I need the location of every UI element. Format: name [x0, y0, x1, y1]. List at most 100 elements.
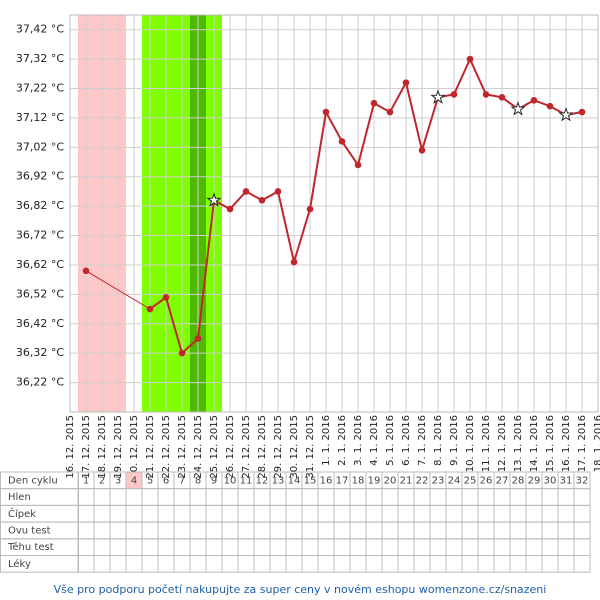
table-cell — [525, 504, 543, 523]
cycle-day: 23 — [432, 475, 445, 486]
line-segment — [277, 191, 295, 263]
table-cell — [269, 521, 287, 540]
table-cell — [413, 521, 431, 540]
table-cell — [109, 538, 127, 556]
table-cell — [573, 521, 591, 540]
star-marker — [206, 192, 222, 207]
table-cell — [333, 521, 351, 540]
x-tick-label: 15. 1. 2016 — [545, 415, 556, 472]
table-cell — [173, 555, 191, 573]
line-segment — [389, 82, 407, 113]
table-cell — [509, 555, 527, 573]
x-tick-label: 20. 12. 2015 — [129, 415, 140, 479]
table-cell — [141, 555, 159, 573]
x-tick-label: 4. 1. 2016 — [369, 415, 380, 466]
table-cell — [205, 488, 223, 506]
cycle-day: 7 — [179, 475, 185, 486]
plot-frame — [69, 14, 599, 413]
table-cell — [317, 488, 335, 506]
table-cell — [157, 504, 175, 523]
table-cell — [221, 538, 239, 556]
table-cell — [413, 538, 431, 556]
table-cell — [253, 521, 271, 540]
table-cell — [557, 555, 575, 573]
line-segment — [197, 200, 215, 339]
table-cell — [109, 504, 127, 523]
point — [242, 188, 250, 195]
table-cell — [413, 504, 431, 523]
table-cell — [365, 538, 383, 556]
point — [306, 205, 314, 213]
star-marker — [430, 89, 446, 104]
table-cell — [125, 521, 143, 540]
table-cell — [445, 504, 463, 523]
cycle-day: 22 — [416, 475, 429, 486]
x-tick-label: 29. 12. 2015 — [273, 415, 284, 479]
point — [498, 94, 506, 101]
table-cell — [237, 488, 255, 506]
point — [546, 102, 554, 110]
table-cell — [413, 555, 431, 573]
table-cell — [477, 538, 495, 556]
x-tick-label: 6. 1. 2016 — [401, 415, 412, 466]
line-segment — [341, 140, 359, 166]
table-cell — [349, 555, 367, 573]
table-cell — [173, 504, 191, 523]
table-cell — [445, 488, 463, 506]
point — [322, 108, 330, 116]
table-cell — [77, 538, 95, 556]
y-tick-label: 37,22 °C — [16, 82, 64, 95]
table-cell — [381, 504, 399, 523]
table-cell — [317, 538, 335, 556]
point — [578, 108, 586, 116]
line-segment — [293, 208, 311, 263]
cycle-table: Den cyklu 1 2 3 4 5 6 7 8 9 10 11 12 13 14 15 16 17 18 19 20… — [0, 471, 591, 573]
x-tick-label: 13. 1. 2016 — [513, 415, 524, 472]
table-cell — [221, 504, 239, 523]
table-cell — [125, 504, 143, 523]
footer-link[interactable]: Vše pro podporu početí nakupujte za supe… — [54, 583, 547, 596]
table-cell — [205, 538, 223, 556]
cycle-day: 18 — [352, 475, 365, 486]
point — [226, 205, 234, 213]
table-cell — [541, 521, 559, 540]
x-tick-label: 10. 1. 2016 — [465, 415, 476, 472]
table-cell — [381, 555, 399, 573]
point — [82, 267, 90, 275]
row-label: Těhu test — [7, 541, 54, 553]
x-tick-label: 26. 12. 2015 — [225, 415, 236, 479]
y-tick-label: 36,92 °C — [16, 170, 64, 183]
table-cell — [109, 555, 127, 573]
y-tick-label: 36,22 °C — [16, 376, 64, 389]
point — [290, 258, 298, 266]
table-cell — [365, 555, 383, 573]
x-tick-label: 7. 1. 2016 — [417, 415, 428, 466]
x-tick-label: 31. 12. 2015 — [305, 415, 316, 479]
line-segment — [453, 58, 471, 95]
table-cell — [301, 538, 319, 556]
table-cell — [141, 538, 159, 556]
table-cell — [221, 521, 239, 540]
table-cell — [77, 504, 95, 523]
cycle-day: 28 — [512, 475, 525, 486]
table-cell — [525, 521, 543, 540]
table-cell — [221, 555, 239, 573]
table-cell — [573, 504, 591, 523]
table-cell — [509, 521, 527, 540]
table-cell — [189, 555, 207, 573]
table-cell — [237, 538, 255, 556]
x-tick-label: 24. 12. 2015 — [193, 415, 204, 479]
table-cell — [189, 488, 207, 506]
y-tick-label: 37,02 °C — [16, 140, 64, 153]
table-cell — [125, 488, 143, 506]
cycle-day: 20 — [384, 475, 397, 486]
x-tick-label: 17. 12. 2015 — [81, 415, 92, 479]
table-cell — [253, 538, 271, 556]
table-cell — [509, 504, 527, 523]
line-segment — [149, 296, 167, 310]
point — [178, 349, 186, 357]
table-cell — [317, 521, 335, 540]
x-tick-label: 16. 12. 2015 — [65, 415, 76, 479]
y-tick-label: 36,52 °C — [16, 287, 64, 300]
